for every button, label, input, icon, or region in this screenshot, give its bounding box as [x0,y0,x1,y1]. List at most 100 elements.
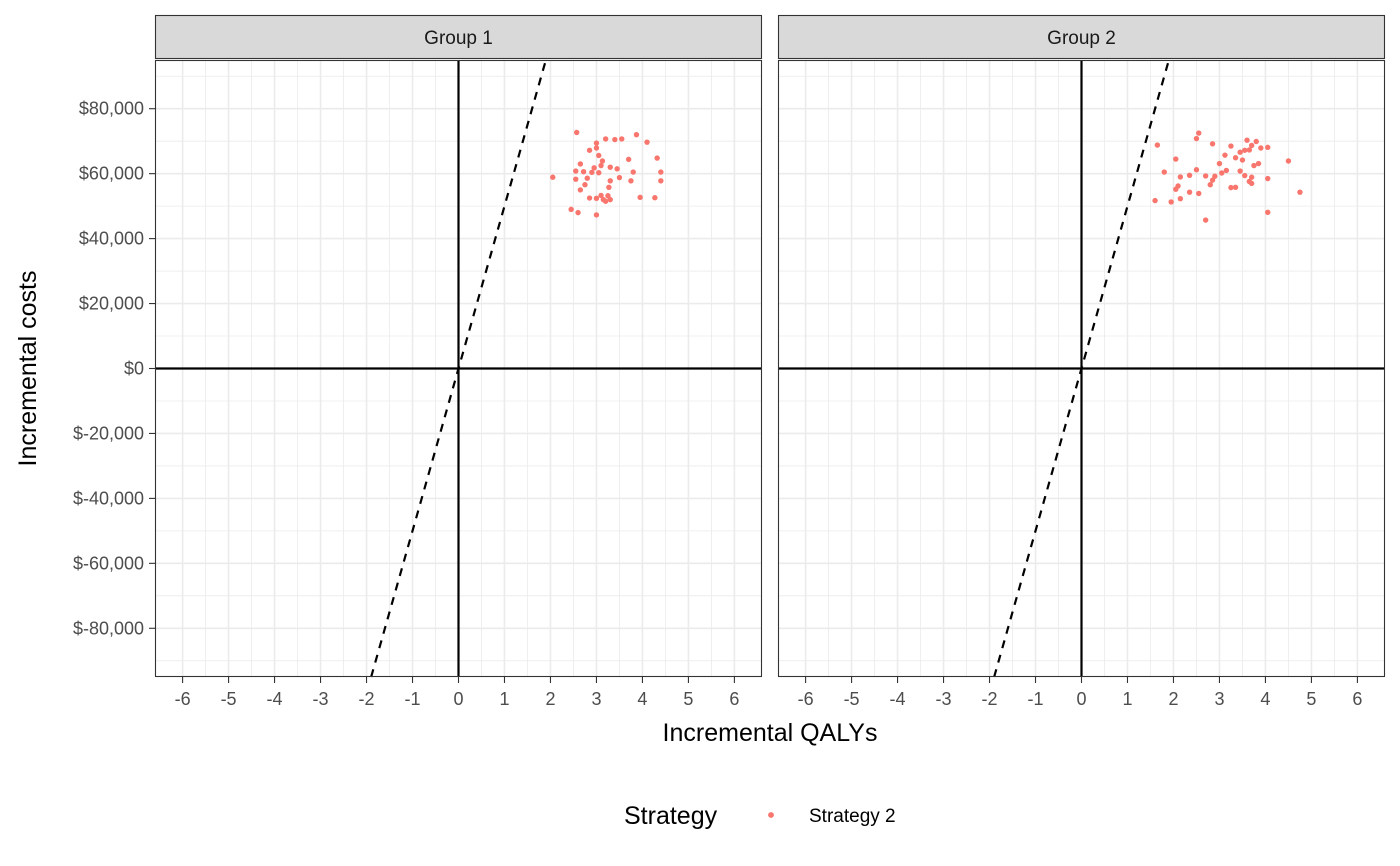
data-point [602,136,609,142]
y-axis: $-80,000 $-60,000 $-40,000 $-20,000 $0 $20,00… [73,99,155,638]
x-tick-label: 2 [545,689,555,709]
data-point [577,187,584,193]
data-point [1216,160,1223,167]
data-point [1239,157,1246,163]
data-point [614,166,620,172]
data-points [550,129,664,218]
x-tick-label: 1 [1122,689,1132,709]
x-tick-label: -4 [267,689,283,709]
wtp-threshold-line [993,59,1170,678]
facet-strip [777,14,1386,60]
x-tick-label: -1 [1028,689,1044,709]
data-point [1219,170,1225,176]
data-point [1209,141,1216,147]
data-point [1212,173,1218,179]
x-tick-label: 6 [729,689,739,709]
data-point [582,181,588,188]
data-point [612,136,618,143]
data-point [573,168,579,174]
data-point [1196,130,1202,136]
data-point [1177,174,1184,180]
data-point [1232,155,1239,161]
data-point [1223,167,1230,174]
data-point [1242,147,1248,153]
data-point [1186,189,1193,195]
data-point [1265,144,1271,151]
x-tick-label: -1 [405,689,421,709]
data-point [575,209,581,216]
data-point [605,193,611,199]
x-tick-label: 4 [637,689,647,709]
data-point [1258,145,1264,151]
legend-title: Strategy [624,802,718,830]
data-point [593,145,600,151]
data-point [652,194,658,201]
data-point [1186,172,1193,178]
legend: Strategy Strategy 2 [624,802,896,830]
data-point [573,176,579,182]
data-point [633,131,640,138]
x-tick-label: -6 [798,689,814,709]
data-point [596,152,602,159]
data-point [1222,152,1228,158]
data-point [1242,172,1248,179]
data-point [1154,142,1161,148]
data-point [591,165,597,171]
x-tick-label: 0 [1076,689,1086,709]
data-point [1202,173,1209,179]
x-tick-label: 0 [453,689,463,709]
data-point [607,196,613,203]
x-tick-label: 3 [591,689,601,709]
data-point [1173,186,1179,192]
data-point [1265,209,1271,216]
data-point [596,169,602,176]
facet-strip [154,14,763,60]
data-point [568,206,574,213]
x-tick-label: 5 [1306,689,1316,709]
data-point [1248,174,1255,180]
x-tick-label: -3 [936,689,952,709]
data-point [1253,138,1259,145]
data-point [1255,160,1262,167]
data-point [1237,168,1243,174]
data-point [602,198,609,204]
y-tick-label: $-60,000 [73,553,144,573]
data-point [599,158,606,164]
x-tick-label: -3 [313,689,329,709]
x-tick-label: -5 [221,689,237,709]
data-point [580,169,587,175]
data-point [550,174,556,180]
data-point [658,169,664,175]
data-point [607,178,613,184]
facet-strip-label: Group 1 [424,28,493,49]
data-point [1248,142,1255,149]
legend-key [768,812,774,818]
data-point [1232,184,1239,190]
x-tick-label: -5 [844,689,860,709]
data-point [1207,181,1213,188]
x-axis: -6 -5 -4 -3 -2 -1 0 1 2 3 4 5 6 [798,677,1362,709]
data-point [1196,190,1202,197]
y-tick-label: $80,000 [79,99,144,119]
data-point [1228,143,1234,149]
x-tick-label: 2 [1168,689,1178,709]
data-point [607,164,613,170]
data-point [586,147,593,153]
data-point [1244,137,1250,143]
y-axis-title: Incremental costs [14,271,42,467]
data-point [598,192,604,199]
data-point [593,212,600,218]
data-point [573,129,580,136]
data-point [1265,175,1271,182]
x-tick-label: -4 [890,689,906,709]
data-point [1161,169,1167,175]
y-tick-label: $60,000 [79,164,144,184]
data-point [1251,162,1257,169]
y-tick-label: $0 [124,359,144,379]
data-point [644,139,650,145]
y-tick-label: $-20,000 [73,423,144,443]
y-tick-label: $20,000 [79,294,144,314]
data-points [1152,130,1303,223]
x-tick-label: 1 [499,689,509,709]
